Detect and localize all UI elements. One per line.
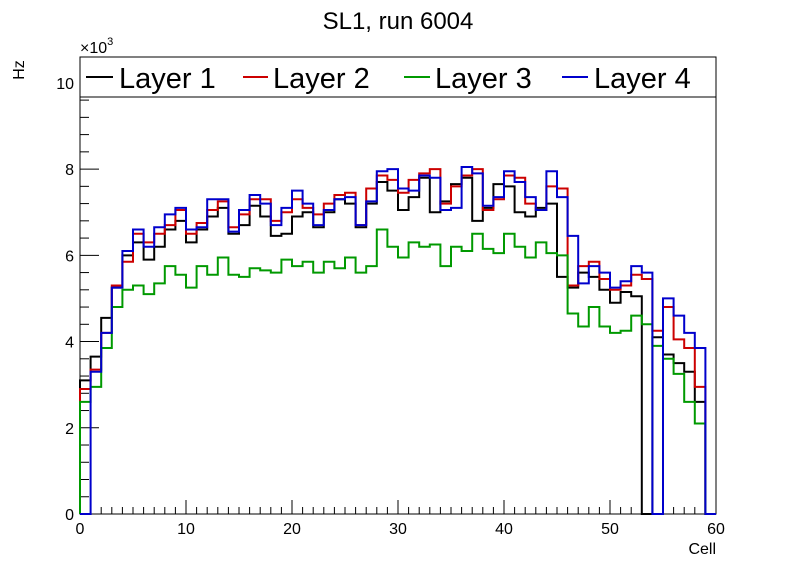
legend-box — [79, 56, 717, 98]
y-exponent-power: 3 — [107, 36, 113, 48]
y-exponent: ×103 — [80, 36, 113, 57]
x-tick-label: 30 — [389, 521, 407, 538]
legend-label-layer-3: Layer 3 — [435, 63, 532, 95]
y-exponent-base: ×10 — [80, 40, 107, 57]
y-tick-label: 4 — [65, 335, 74, 352]
y-tick-label: 6 — [65, 248, 74, 265]
x-axis-label: Cell — [688, 541, 716, 558]
x-tick-label: 0 — [76, 521, 85, 538]
series-line-layer-3 — [79, 228, 716, 515]
y-tick-label: 10 — [56, 76, 74, 93]
x-tick-label: 40 — [495, 521, 513, 538]
legend: Layer 1 Layer 2 Layer 3 Layer 4 — [79, 56, 717, 98]
series-layer — [79, 165, 716, 515]
x-tick-label: 10 — [177, 521, 195, 538]
series-line-layer-4 — [80, 165, 716, 515]
chart-title: SL1, run 6004 — [323, 8, 474, 35]
legend-label-layer-2: Layer 2 — [273, 63, 370, 95]
y-tick-label: 2 — [65, 421, 74, 438]
y-tick-label: 8 — [65, 162, 74, 179]
x-tick-label: 50 — [601, 521, 619, 538]
y-axis-label: Hz — [11, 60, 28, 80]
x-tick-label: 60 — [707, 521, 725, 538]
x-tick-label: 20 — [283, 521, 301, 538]
y-tick-label: 0 — [65, 507, 74, 524]
legend-label-layer-4: Layer 4 — [594, 63, 691, 95]
legend-label-layer-1: Layer 1 — [119, 63, 216, 95]
